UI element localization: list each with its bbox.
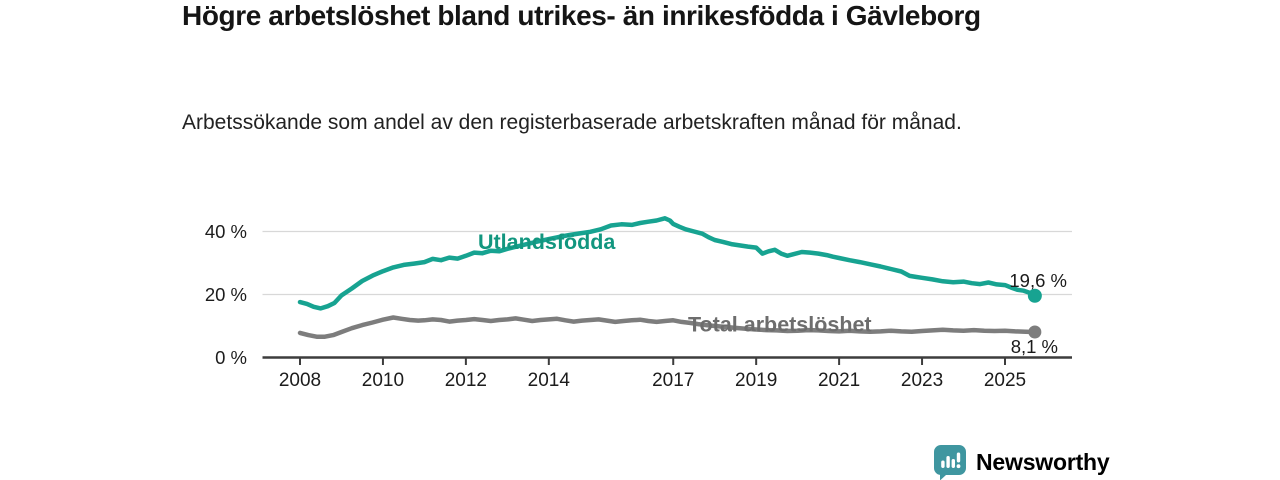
y-tick-label: 20 % <box>205 284 247 305</box>
newsworthy-logo-text: Newsworthy <box>976 448 1110 475</box>
series-line-utlandsfodda <box>297 216 1038 311</box>
y-tick-label: 0 % <box>215 347 247 368</box>
chart-subtitle: Arbetssökande som andel av den registerb… <box>182 111 962 134</box>
x-tick-label: 2025 <box>984 370 1026 391</box>
x-tick-label: 2023 <box>901 370 943 391</box>
y-tick-label: 40 % <box>205 221 247 242</box>
end-dot-total <box>1028 325 1042 339</box>
newsworthy-logo-icon <box>934 445 966 480</box>
series-label-utlandsfodda: Utlandsfödda <box>478 230 616 254</box>
newsworthy-logo: Newsworthy <box>933 445 1110 480</box>
x-tick-label: 2010 <box>362 370 404 391</box>
series-label-total: Total arbetslöshet <box>688 313 872 337</box>
end-dot-utlandsfodda <box>1027 288 1042 303</box>
x-tick-label: 2021 <box>818 370 860 391</box>
chart-title: Högre arbetslöshet bland utrikes- än inr… <box>182 0 981 31</box>
series-line-total <box>297 315 1038 339</box>
x-tick-label: 2008 <box>279 370 321 391</box>
end-value-label-utlandsfodda: 19,6 % <box>1009 270 1067 291</box>
x-tick-label: 2017 <box>652 370 694 391</box>
x-tick-label: 2012 <box>445 370 487 391</box>
end-value-label-total: 8,1 % <box>1011 336 1058 357</box>
x-tick-label: 2014 <box>528 370 571 391</box>
x-tick-label: 2019 <box>735 370 777 391</box>
